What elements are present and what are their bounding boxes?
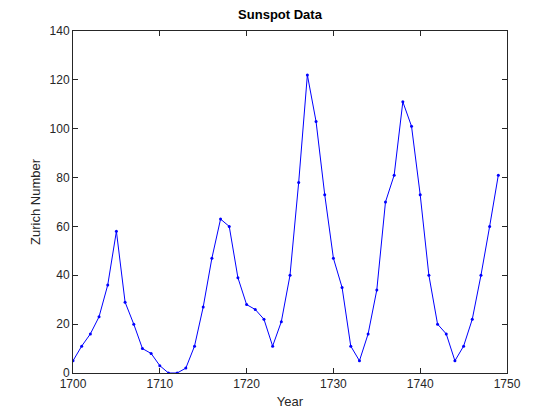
svg-text:Sunspot Data: Sunspot Data [238,7,323,22]
svg-text:100: 100 [50,122,70,136]
svg-text:Year: Year [277,394,304,409]
svg-text:1730: 1730 [320,377,347,391]
svg-text:40: 40 [56,268,70,282]
svg-text:1740: 1740 [407,377,434,391]
svg-text:140: 140 [50,24,70,38]
svg-text:1700: 1700 [60,377,87,391]
svg-text:1710: 1710 [146,377,173,391]
svg-text:20: 20 [56,317,70,331]
svg-text:Zurich Number: Zurich Number [28,158,43,245]
svg-text:120: 120 [50,73,70,87]
svg-text:60: 60 [56,220,70,234]
svg-text:0: 0 [63,366,70,380]
svg-text:1720: 1720 [233,377,260,391]
svg-text:80: 80 [56,171,70,185]
svg-text:1750: 1750 [494,377,521,391]
